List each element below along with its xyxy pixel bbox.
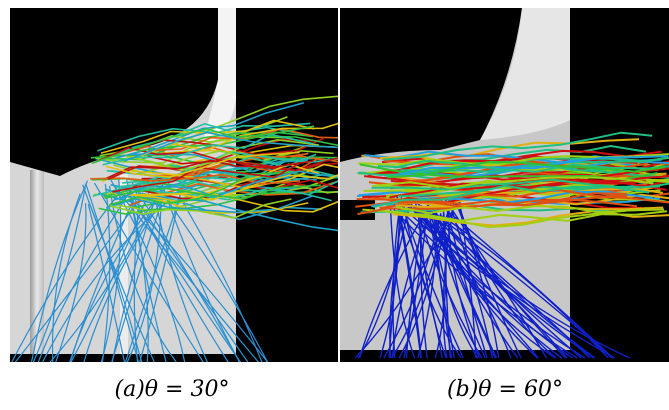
streamline [149, 157, 338, 177]
streamline [430, 196, 486, 359]
streamline [383, 131, 653, 161]
streamline [101, 183, 111, 362]
streamline [87, 204, 126, 362]
streamline [379, 208, 400, 359]
streamline [362, 208, 632, 229]
wall [30, 170, 44, 360]
streamline [129, 200, 269, 362]
streamline [112, 161, 302, 193]
streamline [389, 207, 416, 359]
streamline [454, 194, 500, 359]
streamline [91, 125, 315, 165]
streamline [105, 151, 300, 178]
streamline [96, 147, 298, 172]
streamline [85, 183, 140, 362]
streamline [397, 210, 422, 359]
streamline [132, 186, 332, 202]
streamline [372, 176, 654, 189]
streamline [395, 205, 665, 215]
panel-b [340, 8, 669, 362]
streamline [151, 178, 208, 362]
caption: (a)θ = 30° [115, 377, 230, 402]
wall-strip [200, 8, 236, 150]
streamline [400, 203, 464, 359]
streamline [391, 206, 433, 359]
streamline [111, 198, 164, 362]
streamline [109, 198, 292, 219]
streamline [110, 179, 186, 362]
streamline [125, 138, 319, 172]
wall-strip [480, 8, 570, 140]
streamline [123, 131, 338, 162]
streamline [41, 201, 168, 362]
streamline [104, 184, 321, 200]
streamline [386, 160, 665, 179]
streamline [402, 203, 462, 359]
streamline [126, 191, 338, 213]
streamline [371, 178, 661, 191]
streamline [131, 170, 338, 189]
streamline [49, 195, 159, 362]
streamline [146, 95, 338, 157]
streamline [181, 200, 263, 362]
streamline [107, 159, 314, 181]
streamline [137, 135, 338, 152]
streamline [113, 149, 334, 174]
streamline [14, 199, 140, 362]
streamline [419, 210, 556, 359]
streamline [93, 182, 204, 362]
streamline [142, 162, 338, 200]
streamline [390, 179, 667, 191]
streamline [434, 212, 447, 359]
streamline [357, 203, 410, 359]
streamline [30, 180, 89, 362]
streamline [32, 187, 86, 362]
obstacle [340, 8, 522, 162]
streamline [107, 122, 305, 159]
streamline [82, 184, 155, 362]
panel-a [10, 8, 338, 362]
streamline [393, 159, 669, 173]
streamline [377, 144, 647, 170]
streamline [90, 173, 300, 185]
streamlines [11, 95, 338, 362]
streamline [132, 153, 317, 187]
streamlines [354, 131, 669, 359]
streamline [372, 184, 650, 209]
streamline [442, 210, 451, 359]
streamline [413, 207, 563, 359]
streamline [391, 201, 586, 359]
floor [10, 354, 338, 362]
streamline [398, 155, 669, 176]
streamline [387, 210, 668, 222]
streamline [426, 200, 455, 359]
caption: (b)θ = 60° [447, 377, 563, 402]
